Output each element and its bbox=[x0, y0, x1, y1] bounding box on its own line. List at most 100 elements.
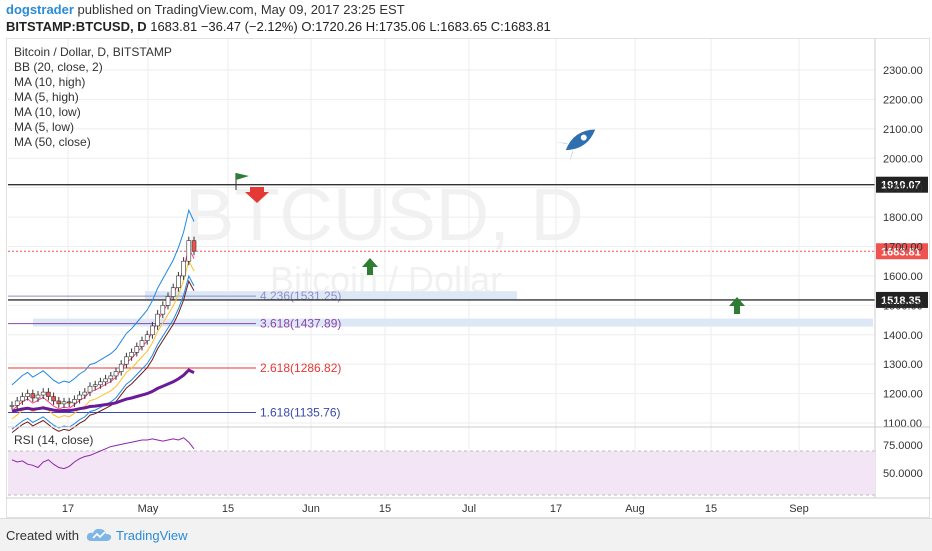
high-label: H: bbox=[365, 19, 379, 34]
candle-body bbox=[113, 371, 119, 377]
candle-body bbox=[56, 400, 62, 405]
candle-body bbox=[186, 240, 192, 262]
legend-item-bb[interactable]: BB (20, close, 2) bbox=[14, 60, 103, 74]
symbol-name: BITSTAMP:BTCUSD, D bbox=[6, 19, 147, 34]
fib-band-0 bbox=[145, 291, 517, 300]
time-tick-label: Jul bbox=[462, 503, 476, 515]
price-tick-label: 1100.00 bbox=[883, 418, 922, 430]
candle-body bbox=[51, 396, 56, 402]
symbol-header: BITSTAMP:BTCUSD, D 1683.81 −36.47 (−2.12… bbox=[6, 19, 551, 34]
legend-item-ma5-high[interactable]: MA (5, high) bbox=[14, 90, 79, 104]
price-tick-label: 1700.00 bbox=[883, 242, 923, 254]
rsi-legend[interactable]: RSI (14, close) bbox=[14, 433, 94, 447]
candle-body bbox=[87, 385, 93, 393]
candle-body bbox=[46, 391, 51, 397]
candle-body bbox=[170, 287, 176, 297]
price-tick-label: 2300.00 bbox=[883, 65, 923, 77]
price-tick-label: 1500.00 bbox=[883, 300, 923, 312]
candle-body bbox=[103, 378, 108, 383]
candle-body bbox=[129, 352, 134, 358]
time-tick-label: 17 bbox=[62, 503, 74, 515]
price-tick-label: 1600.00 bbox=[883, 271, 923, 283]
candle-body bbox=[144, 334, 150, 341]
watermark-symbol: BTCUSD, D bbox=[185, 173, 584, 256]
price-tick-label: 1400.00 bbox=[883, 330, 923, 342]
open-label: O: bbox=[301, 19, 316, 34]
candle-body bbox=[139, 340, 145, 347]
price-tick-label: 1900.00 bbox=[883, 183, 923, 195]
candle-body bbox=[66, 401, 72, 404]
last-price: 1683.81 bbox=[150, 19, 198, 34]
time-tick-label: 15 bbox=[379, 503, 391, 515]
close-value: 1683.81 bbox=[503, 19, 551, 34]
rsi-band bbox=[8, 451, 875, 495]
created-with-text: Created with bbox=[6, 528, 79, 543]
price-tick-label: 2200.00 bbox=[883, 94, 923, 106]
price-label-2: 1518.35 bbox=[881, 295, 921, 307]
price-label-1: 1683.81 bbox=[881, 246, 921, 258]
price-change: −36.47 (−2.12%) bbox=[200, 19, 298, 34]
close-label: C: bbox=[490, 19, 504, 34]
low-label: L: bbox=[429, 19, 441, 34]
low-value: 1683.65 bbox=[440, 19, 488, 34]
legend-item-ma10-high[interactable]: MA (10, high) bbox=[14, 75, 86, 89]
candle-body bbox=[124, 356, 129, 365]
candle-body bbox=[191, 240, 197, 252]
candle-body bbox=[134, 346, 140, 353]
published-text: published on TradingView.com, May 09, 20… bbox=[77, 2, 405, 17]
price-label-0: 1910.07 bbox=[881, 180, 921, 192]
green-up-arrow-icon-2[interactable] bbox=[729, 297, 745, 314]
candle-body bbox=[14, 400, 20, 406]
price-label-bg-2 bbox=[876, 291, 928, 308]
legend-item-ma10-low[interactable]: MA (10, low) bbox=[14, 105, 81, 119]
flag-icon[interactable] bbox=[235, 173, 249, 190]
high-value: 1735.06 bbox=[378, 19, 426, 34]
rsi-line bbox=[11, 437, 195, 470]
rsi-tick-label: 50.0000 bbox=[883, 468, 923, 480]
legend-item-ma5-low[interactable]: MA (5, low) bbox=[14, 120, 75, 134]
candle-body bbox=[40, 391, 46, 396]
tradingview-cloud-icon bbox=[86, 528, 112, 541]
chart-frame[interactable] bbox=[6, 38, 930, 518]
candle-body bbox=[150, 325, 155, 336]
bb-upper-line bbox=[11, 208, 195, 386]
candle-body bbox=[61, 401, 67, 405]
footer-bar: Created with TradingView bbox=[0, 518, 932, 551]
legend-item-ma50[interactable]: MA (50, close) bbox=[14, 135, 91, 149]
time-tick-label: Sep bbox=[789, 503, 809, 515]
candle-body bbox=[25, 393, 30, 397]
candle-body bbox=[108, 375, 114, 380]
time-tick-label: Jun bbox=[302, 503, 320, 515]
author-link[interactable]: dogstrader bbox=[6, 2, 74, 17]
candle-body bbox=[92, 384, 98, 387]
publish-header: dogstrader published on TradingView.com,… bbox=[6, 2, 405, 17]
time-tick-label: 15 bbox=[222, 503, 234, 515]
fib-band-1 bbox=[33, 318, 873, 327]
candle-body bbox=[82, 391, 88, 396]
price-tick-label: 2100.00 bbox=[883, 124, 923, 136]
legend-item-main[interactable]: Bitcoin / Dollar, D, BITSTAMP bbox=[14, 45, 172, 59]
candle-body bbox=[160, 305, 166, 315]
price-label-bg-0 bbox=[876, 176, 928, 193]
ma-10-low-line bbox=[11, 279, 195, 433]
tradingview-brand[interactable]: TradingView bbox=[116, 528, 188, 543]
time-tick-label: 15 bbox=[705, 503, 717, 515]
red-down-arrow-icon[interactable] bbox=[245, 187, 269, 203]
price-tick-label: 1800.00 bbox=[883, 212, 923, 224]
fib-label-1: 3.618(1437.89) bbox=[260, 317, 341, 331]
fib-label-3: 1.618(1135.76) bbox=[260, 405, 341, 419]
open-value: 1720.26 bbox=[315, 19, 363, 34]
candle-body bbox=[181, 260, 186, 277]
candle-body bbox=[35, 394, 41, 399]
green-up-arrow-icon[interactable] bbox=[362, 258, 378, 275]
candle-body bbox=[20, 396, 25, 402]
price-tick-label: 2000.00 bbox=[883, 153, 923, 165]
candle-body bbox=[98, 381, 103, 386]
candle-body bbox=[118, 363, 124, 372]
rocket-icon[interactable] bbox=[555, 120, 603, 163]
candle-body bbox=[155, 313, 160, 327]
chart-legend: Bitcoin / Dollar, D, BITSTAMP BB (20, cl… bbox=[14, 45, 172, 150]
fib-label-0: 4.236(1531.25) bbox=[260, 289, 341, 303]
candle-body bbox=[30, 393, 36, 399]
